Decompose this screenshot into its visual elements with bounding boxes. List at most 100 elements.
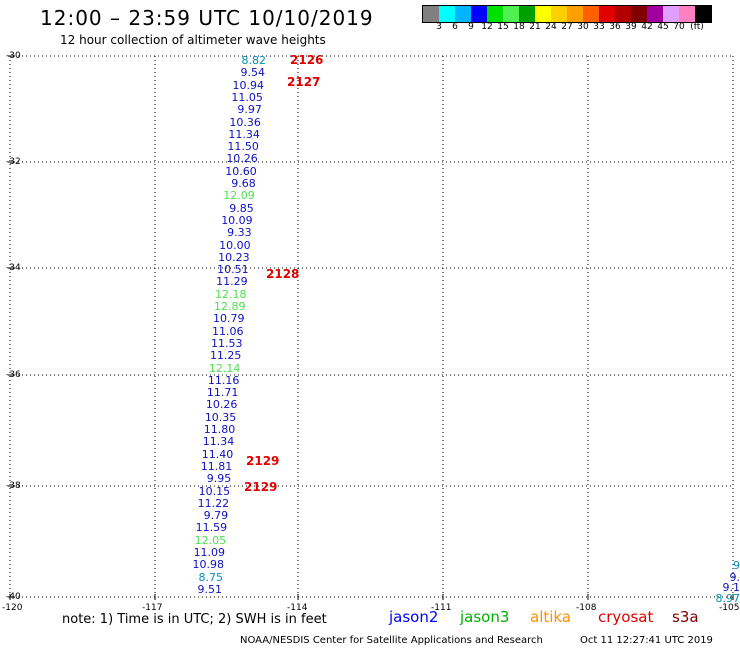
color-scale-tick-label: 27: [561, 22, 573, 32]
color-scale-bar: [422, 5, 712, 23]
color-swatch: [423, 6, 439, 22]
legend-jason3: jason3: [460, 608, 510, 626]
color-swatch: [583, 6, 599, 22]
lat-label: -34: [6, 263, 21, 273]
legend-s3a: s3a: [672, 608, 699, 626]
lon-label: -114: [287, 603, 308, 613]
wave-height-value: 9.79: [203, 509, 229, 523]
color-swatch: [631, 6, 647, 22]
color-swatch: [551, 6, 567, 22]
color-swatch: [567, 6, 583, 22]
wave-height-value: 9.95: [206, 472, 232, 486]
legend-jason2: jason2: [389, 608, 439, 626]
color-scale-tick-label: 30: [577, 22, 589, 32]
wave-height-value: 9.68: [231, 177, 256, 191]
color-scale-tick-label: 70: [673, 22, 685, 32]
wave-height-value: 11.71: [206, 386, 239, 400]
wave-height-value: 10.36: [229, 115, 261, 129]
color-scale-tick-label: 9: [468, 22, 474, 32]
wave-height-value: 8.82: [241, 54, 267, 67]
lon-label: -117: [142, 603, 163, 613]
color-swatch: [471, 6, 487, 22]
wave-height-value: 11.16: [207, 373, 240, 387]
color-scale-tick-label: 24: [545, 22, 557, 32]
wave-height-value: 11.29: [216, 275, 248, 289]
wave-height-value: 9.54: [240, 66, 265, 80]
lon-label: -105: [719, 603, 740, 613]
legend-cryosat: cryosat: [598, 608, 654, 626]
wave-height-value: 10.94: [232, 78, 264, 92]
pass-number: 2129: [244, 480, 278, 494]
wave-height-value: 10.98: [192, 558, 225, 572]
generated-timestamp: Oct 11 12:27:41 UTC 2019: [580, 635, 713, 646]
lat-label: -32: [6, 157, 21, 167]
wave-height-value: 11.40: [201, 447, 234, 461]
color-scale-tick-label: 45: [657, 22, 669, 32]
lon-label: -120: [2, 603, 23, 613]
wave-height-value: 11.34: [228, 127, 260, 141]
wave-height-value: 11.80: [203, 423, 236, 437]
wave-height-value: 10.26: [205, 398, 238, 412]
wave-height-value: 8.75: [198, 570, 224, 584]
color-scale-tick-label: 39: [625, 22, 637, 32]
credit-line: NOAA/NESDIS Center for Satellite Applica…: [240, 635, 543, 646]
wave-height-value: 11.06: [211, 324, 244, 338]
lat-label: -36: [6, 370, 21, 380]
color-scale-unit: (ft): [690, 22, 704, 32]
color-scale-tick-label: 6: [452, 22, 458, 32]
color-swatch: [519, 6, 535, 22]
color-scale-tick-label: 33: [593, 22, 605, 32]
wave-height-value: 11.50: [227, 140, 259, 154]
color-scale-tick-label: 18: [513, 22, 525, 32]
color-swatch: [695, 6, 711, 22]
footer-note: note: 1) Time is in UTC; 2) SWH is in fe…: [62, 612, 327, 627]
wave-height-value: 9.1: [722, 581, 740, 594]
legend-altika: altika: [530, 608, 572, 626]
map-title: 12:00 – 23:59 UTC 10/10/2019: [40, 6, 374, 30]
color-swatch: [615, 6, 631, 22]
color-scale-tick-label: 12: [481, 22, 493, 32]
wave-height-value: 10.26: [226, 152, 258, 166]
wave-height-value: 11.25: [209, 349, 242, 363]
pass-number: 2128: [266, 267, 300, 281]
color-scale-tick-label: 21: [529, 22, 541, 32]
color-scale-tick-label: 42: [641, 22, 653, 32]
wave-height-value: 11.53: [210, 336, 243, 350]
wave-height-value: 12.18: [215, 287, 247, 301]
color-swatch: [439, 6, 455, 22]
color-swatch: [487, 6, 503, 22]
wave-height-value: 10.23: [218, 250, 250, 264]
wave-height-value: 12.09: [223, 189, 255, 203]
pass-number: 2129: [246, 454, 280, 468]
wave-height-value: 10.15: [198, 484, 231, 498]
lon-label: -108: [576, 603, 597, 613]
color-scale-tick-label: 3: [436, 22, 442, 32]
wave-height-value: 10.60: [225, 164, 257, 178]
wave-height-value: 11.34: [202, 435, 235, 449]
wave-height-value: 10.09: [221, 213, 253, 227]
wave-height-value: 11.59: [195, 521, 228, 535]
wave-height-value: 12.89: [214, 300, 246, 314]
color-swatch: [599, 6, 615, 22]
wave-height-value: 10.51: [217, 263, 249, 277]
wave-height-value: 10.00: [219, 238, 251, 252]
wave-height-value: 9.: [729, 571, 740, 584]
pass-number: 2127: [287, 75, 321, 89]
wave-height-value: 12.05: [194, 533, 227, 547]
color-swatch: [679, 6, 695, 22]
wave-height-value: 9.51: [197, 583, 223, 596]
color-swatch: [663, 6, 679, 22]
lat-label: -38: [6, 481, 21, 491]
wave-height-value: 10.79: [213, 312, 245, 326]
wave-height-value: 11.05: [231, 90, 263, 104]
color-swatch: [535, 6, 551, 22]
map-subtitle: 12 hour collection of altimeter wave hei…: [60, 33, 326, 47]
wave-height-value: 9.33: [227, 226, 252, 240]
wave-height-value: 9: [733, 559, 740, 572]
wave-height-value: 9.85: [229, 201, 254, 215]
wave-height-value: 9.97: [237, 103, 262, 117]
wave-height-value: 11.81: [200, 459, 233, 473]
wave-height-value: 11.22: [197, 496, 230, 510]
